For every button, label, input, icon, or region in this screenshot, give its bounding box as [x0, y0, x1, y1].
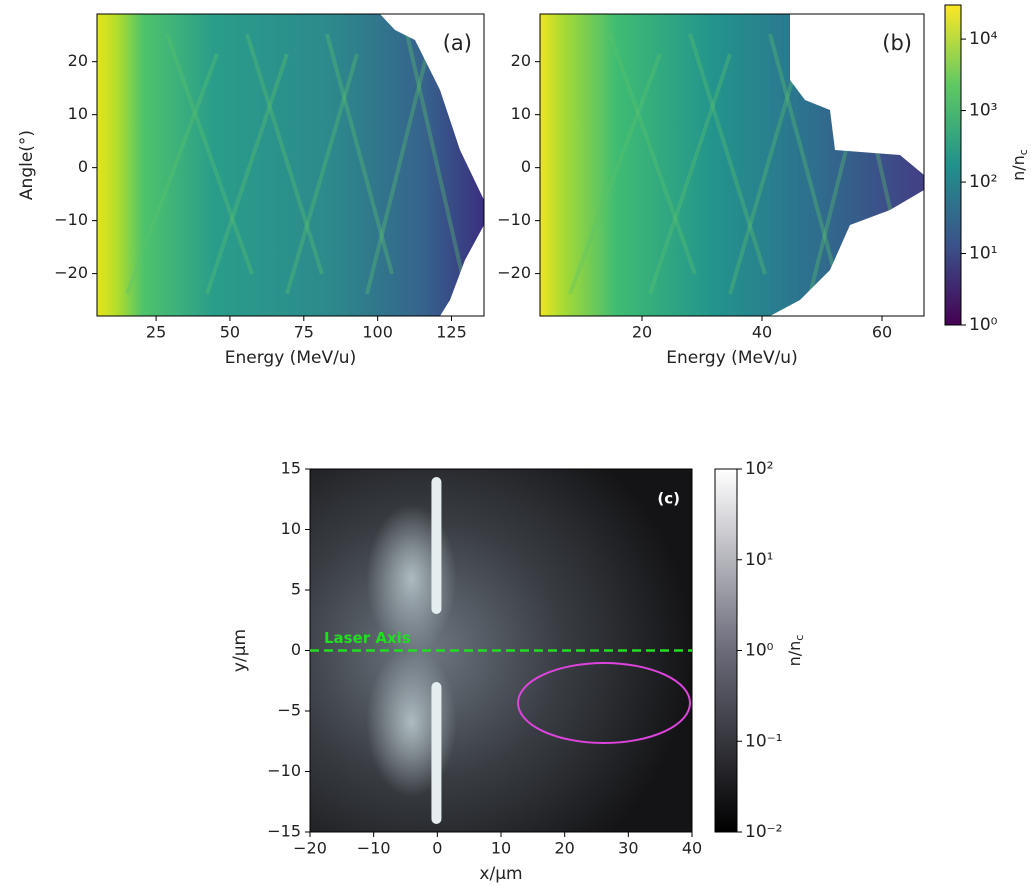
x-tick-label: 25	[146, 323, 166, 342]
y-tick-label: −10	[54, 210, 88, 229]
y-tick-label: 20	[68, 51, 88, 70]
x-tick-label: 100	[362, 323, 393, 342]
annotation-text: Laser Axis	[324, 629, 411, 647]
heatmap-empty	[770, 14, 924, 316]
colorbar-tick-label: 10⁻²	[745, 822, 782, 842]
y-tick-label: 0	[291, 640, 301, 659]
colorbar-tick-label: 10⁰	[969, 315, 998, 335]
heatmap-streak	[688, 33, 767, 275]
heatmap-streak	[431, 682, 442, 824]
x-tick-label: 75	[294, 323, 314, 342]
y-tick-label: −10	[267, 761, 301, 780]
heatmap-streak	[245, 33, 324, 275]
x-tick-label: 60	[872, 323, 892, 342]
colorbar	[714, 468, 738, 833]
x-tick-label: 0	[432, 839, 442, 858]
heatmap-image	[97, 14, 484, 316]
heatmap-streak	[205, 53, 289, 295]
x-tick-label: 20	[554, 839, 574, 858]
y-tick-label: 20	[511, 51, 531, 70]
panel-label: (c)	[657, 490, 680, 508]
y-tick-label: −15	[267, 822, 301, 841]
y-tick-label: 10	[511, 104, 531, 123]
x-tick-label: 10	[491, 839, 511, 858]
heatmap-streak	[431, 477, 442, 614]
heatmap-streak	[568, 53, 662, 295]
x-axis-label: Energy (MeV/u)	[666, 348, 797, 368]
y-tick-label: −20	[497, 263, 531, 282]
colorbar-tick-label: 10⁴	[969, 29, 998, 49]
x-tick-label: −20	[293, 839, 327, 858]
y-tick-label: 0	[521, 157, 531, 176]
x-tick-label: 40	[752, 323, 772, 342]
y-tick-label: 0	[78, 157, 88, 176]
panel-label: (a)	[443, 31, 472, 55]
x-tick-label: 20	[632, 323, 652, 342]
axes-frame	[96, 13, 485, 317]
heatmap-streak	[728, 53, 802, 295]
x-tick-label: 40	[682, 839, 702, 858]
colorbar-tick-label: 10²	[969, 172, 997, 192]
heatmap-streak	[365, 53, 429, 295]
colorbar-label: n/nc	[1009, 149, 1031, 181]
x-tick-label: 50	[220, 323, 240, 342]
heatmap-streak	[648, 53, 732, 295]
y-tick-label: 10	[68, 104, 88, 123]
x-tick-label: −10	[357, 839, 391, 858]
y-tick-label: −10	[497, 210, 531, 229]
heatmap-streak	[285, 53, 359, 295]
y-tick-label: −5	[277, 701, 301, 720]
y-tick-label: 15	[281, 459, 301, 478]
heatmap-streak	[768, 33, 837, 275]
heatmap-streak	[608, 33, 697, 275]
heatmap-streak	[125, 53, 219, 295]
y-tick-label: 10	[281, 519, 301, 538]
x-axis-label: x/μm	[479, 864, 522, 883]
colorbar-tick-label: 10⁰	[745, 641, 774, 661]
colorbar-tick-label: 10¹	[745, 550, 773, 570]
colorbar-label: n/nc	[785, 635, 807, 667]
colorbar-label-sub: c	[793, 635, 806, 641]
y-tick-label: −20	[54, 263, 88, 282]
colorbar-tick-label: 10²	[745, 459, 773, 479]
colorbar-tick-label: 10¹	[969, 244, 997, 264]
x-axis-label: Energy (MeV/u)	[225, 348, 356, 368]
y-axis-label: Angle(°)	[17, 130, 37, 200]
colorbar-tick-label: 10³	[969, 101, 997, 121]
highlight-ellipse	[517, 662, 691, 744]
heatmap-streak	[405, 33, 464, 275]
x-tick-label: 30	[618, 839, 638, 858]
heatmap-empty	[350, 14, 484, 316]
heatmap-plume	[366, 647, 457, 797]
y-tick-label: 5	[291, 580, 301, 599]
colorbar-tick-label: 10⁻¹	[745, 731, 782, 751]
axes-frame	[539, 13, 925, 317]
heatmap-streak	[325, 33, 394, 275]
colorbar-label-main: n/n	[785, 641, 804, 667]
heatmap-streak	[165, 33, 254, 275]
colorbar-label-main: n/n	[1009, 155, 1028, 181]
y-axis-label: y/μm	[230, 629, 250, 672]
colorbar	[944, 4, 962, 326]
colorbar-label-sub: c	[1017, 149, 1030, 155]
panel-label: (b)	[882, 31, 912, 55]
x-tick-label: 125	[436, 323, 467, 342]
